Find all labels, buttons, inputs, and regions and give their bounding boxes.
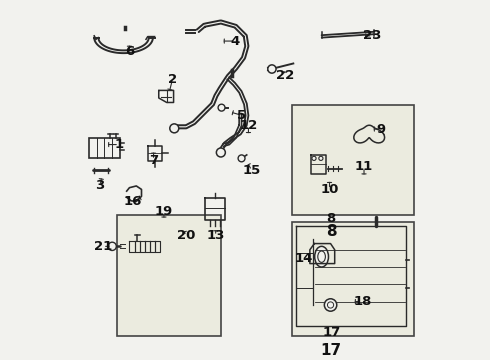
Text: 3: 3	[96, 180, 105, 193]
Text: 10: 10	[320, 183, 339, 196]
Text: 5: 5	[237, 109, 246, 122]
Circle shape	[312, 156, 316, 161]
Text: 22: 22	[275, 69, 294, 82]
Text: 17: 17	[320, 343, 342, 358]
Text: 2: 2	[168, 72, 177, 86]
Text: 7: 7	[149, 154, 158, 167]
Circle shape	[268, 65, 276, 73]
Text: 6: 6	[125, 45, 134, 58]
Text: 13: 13	[206, 229, 225, 243]
Text: 12: 12	[239, 119, 258, 132]
Text: 15: 15	[243, 164, 261, 177]
Text: 19: 19	[155, 205, 173, 218]
Text: 17: 17	[322, 326, 341, 339]
Circle shape	[108, 242, 116, 251]
Bar	[89, 138, 120, 158]
Circle shape	[324, 299, 337, 311]
Text: 1: 1	[115, 138, 123, 151]
Text: 21: 21	[94, 240, 112, 253]
Text: 18: 18	[353, 295, 371, 308]
Bar	[117, 215, 221, 336]
Text: 16: 16	[123, 195, 142, 208]
Text: 23: 23	[364, 30, 382, 42]
Text: 14: 14	[294, 252, 313, 265]
Text: 9: 9	[377, 122, 386, 135]
Text: 8: 8	[326, 224, 337, 239]
Circle shape	[319, 156, 323, 161]
Bar	[292, 222, 414, 336]
Text: 11: 11	[355, 161, 373, 174]
Circle shape	[238, 155, 245, 162]
Circle shape	[170, 124, 179, 133]
Bar	[292, 105, 414, 215]
Text: 20: 20	[177, 229, 196, 243]
Circle shape	[218, 104, 225, 111]
Text: 8: 8	[327, 212, 336, 225]
Circle shape	[217, 148, 225, 157]
Text: 4: 4	[230, 35, 239, 48]
Ellipse shape	[315, 246, 328, 267]
